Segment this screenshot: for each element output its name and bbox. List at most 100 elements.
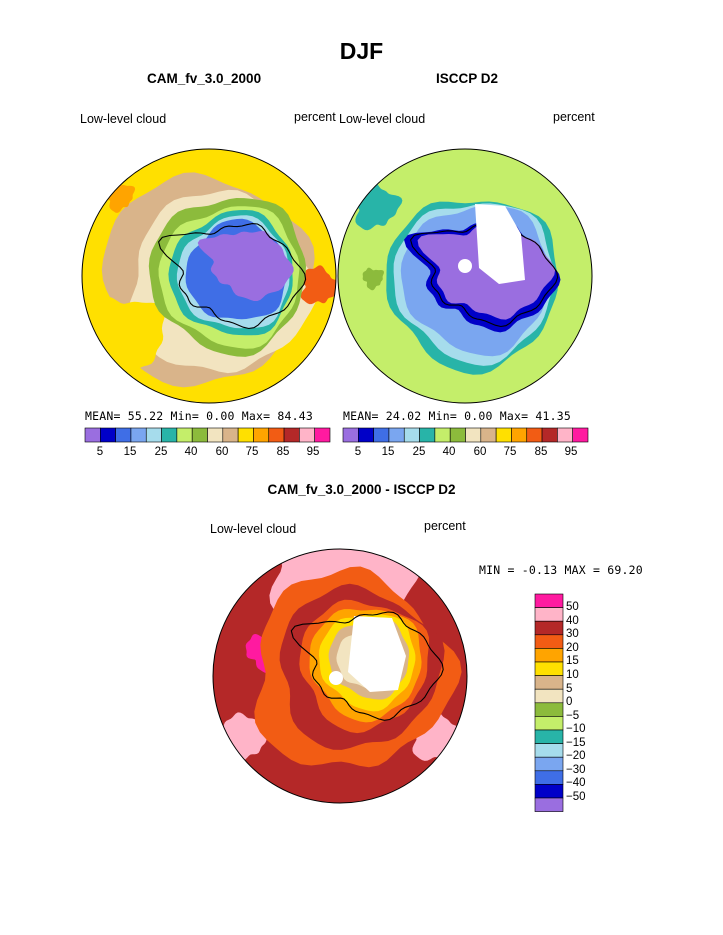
panel3-tick-label: 20 bbox=[566, 642, 579, 654]
panel2-tick-label: 25 bbox=[412, 446, 426, 458]
panel2-missing-data bbox=[475, 204, 525, 284]
panel3-tick-label: 50 bbox=[566, 601, 579, 613]
panel3-colorbar-swatch bbox=[534, 770, 564, 785]
panel3-colorbar-swatch bbox=[534, 661, 564, 676]
panel2-max-label: Max= bbox=[499, 409, 529, 423]
panel1-tick-label: 95 bbox=[306, 446, 320, 458]
panel2-colorbar-swatch bbox=[541, 427, 558, 443]
panel2-tick-label: 75 bbox=[503, 446, 517, 458]
panel1-tick-label: 85 bbox=[276, 446, 290, 458]
panel1-units-label: percent bbox=[294, 110, 336, 124]
panel2-colorbar-swatch bbox=[572, 427, 589, 443]
panel3-colorbar-swatch bbox=[534, 716, 564, 731]
panel2-colorbar-swatch bbox=[557, 427, 573, 443]
panel3-map-border bbox=[212, 548, 468, 804]
panel2-tick-label: 95 bbox=[564, 446, 578, 458]
panel2-colorbar-swatch bbox=[419, 427, 436, 443]
panel3-tick-label: 40 bbox=[566, 615, 579, 627]
panel1-field-5 bbox=[197, 230, 294, 301]
panel2-tick-label: 85 bbox=[534, 446, 548, 458]
panel1-tick-label: 60 bbox=[215, 446, 229, 458]
panel2-patch-40 bbox=[362, 267, 384, 291]
panel2-colorbar-swatch bbox=[373, 427, 390, 443]
panel3-colorbar-swatch bbox=[534, 648, 564, 663]
panel2-tick-label: 60 bbox=[473, 446, 487, 458]
panel3-colorbar-swatch bbox=[534, 593, 564, 608]
panel2-colorbar-swatch bbox=[403, 427, 420, 443]
panel1-colorbar-swatch bbox=[253, 427, 270, 443]
panel1-colorbar-swatch bbox=[176, 427, 193, 443]
panel3-colorbar-swatch bbox=[534, 634, 564, 649]
panel2-colorbar-swatch bbox=[388, 427, 405, 443]
panel1-colorbar-swatch bbox=[299, 427, 315, 443]
panel1-colorbar-swatch bbox=[237, 427, 254, 443]
panel2-colorbar-swatch bbox=[480, 427, 497, 443]
panel3-title: CAM_fv_3.0_2000 - ISCCP D2 bbox=[267, 482, 456, 497]
panel3-tick-label: −15 bbox=[566, 737, 586, 749]
panel3-colorbar-swatch bbox=[534, 688, 564, 704]
panel2-colorbar-swatch bbox=[434, 427, 451, 443]
panel3-colorbar-swatch bbox=[534, 756, 564, 772]
panel2-max-value: 41.35 bbox=[535, 409, 571, 423]
panel3-variable-label: Low-level cloud bbox=[210, 522, 297, 536]
panel2-colorbar-swatch bbox=[342, 427, 359, 443]
panel3-units-label: percent bbox=[424, 519, 466, 533]
panel2-tick-label: 5 bbox=[354, 446, 362, 458]
panel1-coastline bbox=[157, 223, 307, 330]
panel2-tick-label: 40 bbox=[442, 446, 456, 458]
panel1-max-label: Max= bbox=[241, 409, 271, 423]
panel1-colorbar-swatch bbox=[145, 427, 162, 443]
panel3-colorbar-swatch bbox=[534, 620, 564, 636]
panel3-colorbar bbox=[534, 593, 564, 812]
panel2-min-value: 0.00 bbox=[464, 409, 493, 423]
panel2-variable-label: Low-level cloud bbox=[339, 112, 426, 126]
panel1-min-value: 0.00 bbox=[206, 409, 235, 423]
panel2-mean-value: 24.02 bbox=[385, 409, 422, 423]
panel3-tick-label: −30 bbox=[566, 764, 586, 776]
panel1-mean-label: MEAN= bbox=[85, 409, 121, 423]
panel1-colorbar bbox=[84, 427, 331, 443]
panel3-max-label: MAX = bbox=[564, 563, 601, 577]
panel1-tick-label: 25 bbox=[154, 446, 168, 458]
panel3-tick-label: −40 bbox=[566, 777, 586, 789]
panel1-colorbar-swatch bbox=[191, 427, 208, 443]
panel3-tick-label: −5 bbox=[566, 710, 580, 722]
panel2-colorbar-swatch bbox=[449, 427, 466, 443]
panel2-colorbar-swatch bbox=[526, 427, 543, 443]
panel2-colorbar-swatch bbox=[511, 427, 528, 443]
panel1-max-value: 84.43 bbox=[277, 409, 313, 423]
panel3-max-value: 69.20 bbox=[607, 563, 643, 577]
panel1-map bbox=[82, 149, 336, 403]
panel3-tick-label: −20 bbox=[566, 750, 586, 762]
panel1-colorbar-swatch bbox=[84, 427, 101, 443]
panel3-colorbar-swatch bbox=[534, 702, 564, 717]
panel3-colorbar-swatch bbox=[534, 743, 564, 758]
panel1-colorbar-swatch bbox=[130, 427, 147, 443]
panel1-colorbar-swatch bbox=[100, 427, 116, 443]
panel3-tick-label: 5 bbox=[566, 683, 573, 695]
panel3-stats: MIN = -0.13 MAX = 69.20 bbox=[479, 563, 643, 577]
panel3-tick-label: 10 bbox=[566, 669, 579, 681]
panel1-tick-label: 15 bbox=[123, 446, 137, 458]
panel1-variable-label: Low-level cloud bbox=[80, 112, 167, 126]
panel2-min-label: Min= bbox=[428, 409, 457, 423]
panel1-colorbar-swatch bbox=[314, 427, 331, 443]
panel3-tick-label: 30 bbox=[566, 628, 579, 640]
panel1-tick-label: 40 bbox=[184, 446, 198, 458]
panel2-title: ISCCP D2 bbox=[436, 71, 499, 86]
panel1-colorbar-swatch bbox=[161, 427, 178, 443]
panel3-missing-data bbox=[348, 616, 406, 692]
panel3-colorbar-swatch bbox=[534, 784, 564, 799]
panel1-colorbar-swatch bbox=[283, 427, 300, 443]
panel2-map bbox=[338, 149, 592, 403]
panel3-colorbar-swatch bbox=[534, 675, 564, 690]
panel1-map-border bbox=[81, 148, 337, 404]
panel2-colorbar bbox=[342, 427, 589, 443]
panel2-colorbar-swatch bbox=[465, 427, 482, 443]
panel1-tick-label: 5 bbox=[96, 446, 104, 458]
panel2-colorbar-swatch bbox=[358, 427, 374, 443]
panel3-min-value: -0.13 bbox=[521, 563, 558, 577]
panel3-map bbox=[213, 549, 467, 803]
panel2-mean-label: MEAN= bbox=[343, 409, 379, 423]
panel1-patch-85 bbox=[300, 265, 336, 305]
